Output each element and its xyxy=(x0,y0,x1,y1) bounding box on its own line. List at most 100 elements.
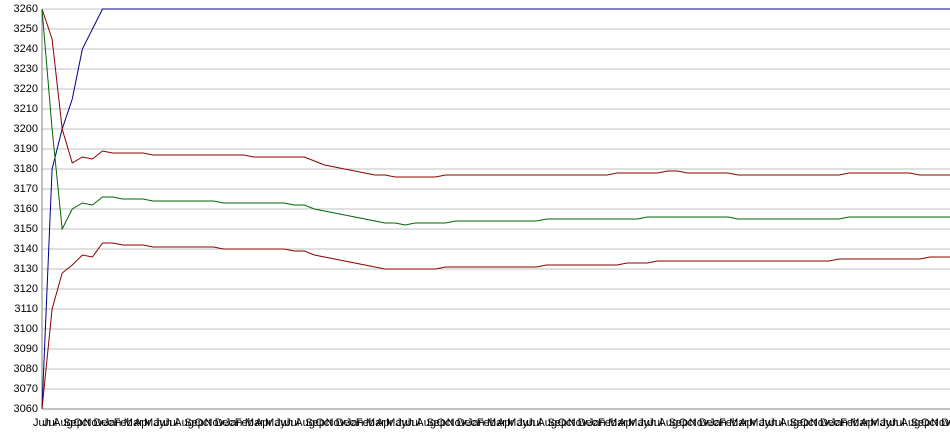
x-tick-label: Nov xyxy=(326,417,346,429)
x-tick-label: Feb xyxy=(356,417,375,429)
x-tick-label: Oct xyxy=(437,417,454,429)
x-tick-label: Feb xyxy=(719,417,738,429)
y-tick-label: 3080 xyxy=(14,363,38,375)
x-tick-label: Jan xyxy=(830,417,848,429)
x-tick-label: Nov xyxy=(83,417,103,429)
x-tick-label: Sep xyxy=(669,417,689,429)
x-tick-label: Apr xyxy=(134,417,151,429)
y-tick-label: 3220 xyxy=(14,83,38,95)
y-tick-label: 3240 xyxy=(14,43,38,55)
x-tick-label: Jun xyxy=(275,417,293,429)
series-line xyxy=(41,8,950,410)
x-tick-label: Sep xyxy=(63,417,83,429)
x-tick-label: Jun xyxy=(638,417,656,429)
x-tick-label: Apr xyxy=(376,417,393,429)
x-tick-label: Dec xyxy=(941,417,950,429)
y-tick-label: 3150 xyxy=(14,223,38,235)
x-tick-label: Jun xyxy=(396,417,414,429)
x-tick-label: Mar xyxy=(124,417,143,429)
x-tick-label: Apr xyxy=(618,417,635,429)
x-tick-label: Feb xyxy=(477,417,496,429)
y-tick-label: 3170 xyxy=(14,183,38,195)
x-tick-label: Dec xyxy=(336,417,356,429)
x-tick-label: Aug xyxy=(537,417,557,429)
x-tick-label: May xyxy=(386,417,407,429)
series-line xyxy=(41,8,950,231)
y-tick-label: 3230 xyxy=(14,63,38,75)
x-tick-label: Nov xyxy=(447,417,467,429)
y-tick-label: 3110 xyxy=(14,303,38,315)
x-tick-label: Jan xyxy=(346,417,364,429)
x-tick-label: Feb xyxy=(598,417,617,429)
x-tick-label: May xyxy=(507,417,528,429)
x-tick-label: Jun xyxy=(33,417,51,429)
y-tick-label: 3090 xyxy=(14,343,38,355)
x-tick-label: Jun xyxy=(759,417,777,429)
x-tick-label: Oct xyxy=(315,417,332,429)
x-tick-label: May xyxy=(870,417,891,429)
x-tick-label: Oct xyxy=(679,417,696,429)
x-tick-label: Dec xyxy=(457,417,477,429)
x-tick-label: Jan xyxy=(709,417,727,429)
y-tick-label: 3200 xyxy=(14,123,38,135)
x-tick-label: Jan xyxy=(588,417,606,429)
y-tick-label: 3130 xyxy=(14,263,38,275)
x-tick-label: Mar xyxy=(366,417,385,429)
x-tick-label: Apr xyxy=(255,417,272,429)
x-tick-label: May xyxy=(628,417,649,429)
y-tick-label: 3160 xyxy=(14,203,38,215)
x-tick-label: Jan xyxy=(225,417,243,429)
x-tick-label: Feb xyxy=(840,417,859,429)
y-tick-label: 3070 xyxy=(14,383,38,395)
x-tick-label: Feb xyxy=(235,417,254,429)
x-tick-label: Jun xyxy=(880,417,898,429)
x-tick-label: May xyxy=(749,417,770,429)
x-tick-label: Jun xyxy=(154,417,172,429)
y-tick-label: 3060 xyxy=(14,403,38,415)
y-tick-label: 3250 xyxy=(14,23,38,35)
x-tick-label: Jul xyxy=(285,417,299,429)
x-tick-label: Dec xyxy=(699,417,719,429)
x-tick-label: Mar xyxy=(487,417,506,429)
x-tick-label: Jul xyxy=(43,417,57,429)
y-tick-label: 3140 xyxy=(14,243,38,255)
y-tick-label: 3180 xyxy=(14,163,38,175)
x-tick-label: Mar xyxy=(850,417,869,429)
x-tick-label: Oct xyxy=(800,417,817,429)
x-tick-label: Nov xyxy=(568,417,588,429)
x-tick-label: May xyxy=(265,417,286,429)
x-tick-label: Jul xyxy=(527,417,541,429)
x-tick-label: Mar xyxy=(245,417,264,429)
x-tick-label: Aug xyxy=(780,417,800,429)
x-tick-label: Aug xyxy=(659,417,679,429)
x-tick-label: Dec xyxy=(215,417,235,429)
x-tick-label: Nov xyxy=(810,417,830,429)
y-tick-label: 3190 xyxy=(14,143,38,155)
x-tick-label: Aug xyxy=(295,417,315,429)
x-tick-label: Jan xyxy=(467,417,485,429)
x-tick-label: Sep xyxy=(305,417,325,429)
x-tick-label: Dec xyxy=(578,417,598,429)
x-tick-label: Jul xyxy=(164,417,178,429)
x-tick-label: Feb xyxy=(114,417,133,429)
x-tick-label: Jun xyxy=(517,417,535,429)
x-tick-label: Jan xyxy=(104,417,122,429)
x-tick-label: May xyxy=(144,417,165,429)
x-tick-label: Oct xyxy=(73,417,90,429)
x-tick-label: Sep xyxy=(184,417,204,429)
x-tick-label: Jul xyxy=(648,417,662,429)
x-tick-label: Oct xyxy=(558,417,575,429)
series-line xyxy=(41,8,950,178)
y-tick-label: 3100 xyxy=(14,323,38,335)
x-tick-label: Jul xyxy=(891,417,905,429)
x-tick-label: Aug xyxy=(174,417,194,429)
x-tick-label: Aug xyxy=(416,417,436,429)
series-line xyxy=(41,242,950,410)
x-tick-label: Oct xyxy=(194,417,211,429)
x-tick-label: Oct xyxy=(921,417,938,429)
x-tick-label: Aug xyxy=(53,417,73,429)
x-tick-label: Aug xyxy=(901,417,921,429)
y-tick-label: 3210 xyxy=(14,103,38,115)
x-tick-label: Jul xyxy=(406,417,420,429)
